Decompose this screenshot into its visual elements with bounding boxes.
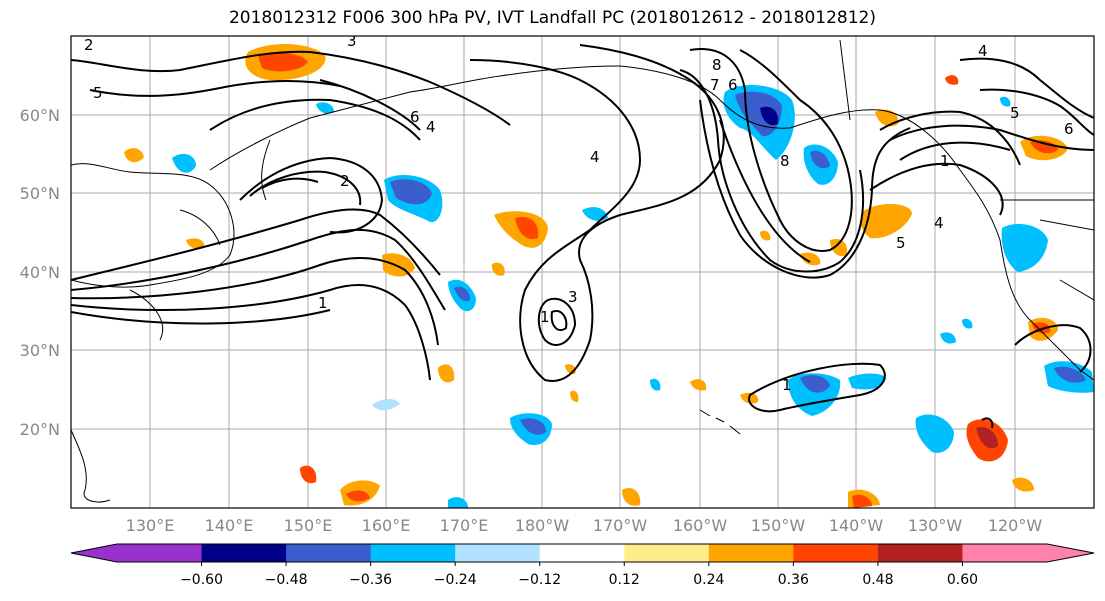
coastlines	[71, 39, 1094, 503]
colorbar-tick-label: 0.24	[693, 572, 724, 588]
contour-label: 4	[590, 148, 600, 166]
lat-label: 40°N	[20, 263, 60, 282]
colorbar-tick-label: −0.48	[265, 572, 308, 588]
colorbar-segments	[71, 544, 1094, 562]
lat-label: 50°N	[20, 184, 60, 203]
contour-label-group: 3 2 5 6 4 2 1 1 3 4 8 7 6 8 5 4 6 1 5 4 …	[84, 32, 1074, 394]
colorbar-tick-label: −0.36	[349, 572, 392, 588]
contour-label: 1	[782, 376, 792, 394]
plot-frame	[70, 35, 1095, 509]
contour-label: 7	[710, 76, 720, 94]
contour-label: 8	[780, 152, 790, 170]
contour-label: 2	[340, 172, 350, 190]
colorbar-tick-label: −0.60	[180, 572, 223, 588]
colorbar-extend-low	[71, 544, 117, 562]
contour-label: 4	[978, 42, 988, 60]
lon-label: 130°E	[126, 516, 175, 535]
lat-label: 20°N	[20, 420, 60, 439]
colorbar-extend-high	[1047, 544, 1094, 562]
lon-label: 170°E	[440, 516, 489, 535]
lon-label: 160°W	[673, 516, 728, 535]
contour-label: 5	[896, 234, 906, 252]
map-title: 2018012312 F006 300 hPa PV, IVT Landfall…	[228, 8, 876, 28]
lon-label: 140°E	[205, 516, 254, 535]
contour-label: 6	[1064, 120, 1074, 138]
contour-label: 6	[410, 108, 420, 126]
colorbar-segment	[793, 544, 879, 562]
contour-label: 3	[347, 32, 357, 50]
lat-axis: 60°N 50°N 40°N 30°N 20°N	[20, 106, 60, 439]
lon-label: 150°E	[284, 516, 333, 535]
contour-label: 8	[712, 56, 722, 74]
colorbar-tick-label: 0.48	[862, 572, 893, 588]
colorbar: −0.60 −0.48 −0.36 −0.24 −0.12 0.12 0.24 0.36 0.4…	[70, 543, 1095, 588]
contour-label: 2	[84, 36, 94, 54]
colorbar-segment	[962, 544, 1048, 562]
lat-label: 30°N	[20, 341, 60, 360]
contour-label: 4	[934, 214, 944, 232]
colorbar-outline	[70, 543, 1095, 563]
colorbar-segment	[539, 544, 625, 562]
lat-label: 60°N	[20, 106, 60, 125]
colorbar-segment	[286, 544, 372, 562]
colorbar-segment	[455, 544, 541, 562]
lon-label: 170°W	[593, 516, 648, 535]
lon-label: 160°E	[362, 516, 411, 535]
contour-label: 6	[728, 76, 738, 94]
lon-label: 150°W	[751, 516, 806, 535]
colorbar-segment	[708, 544, 794, 562]
colorbar-segment	[370, 544, 456, 562]
colorbar-tick-label: −0.12	[518, 572, 561, 588]
colorbar-segment	[877, 544, 963, 562]
colorbar-segment	[117, 544, 203, 562]
colorbar-tick-label: 0.60	[947, 572, 978, 588]
lon-label: 140°W	[829, 516, 884, 535]
contour-label: 1	[940, 152, 950, 170]
contour-label: 4	[426, 118, 436, 136]
colorbar-segment	[624, 544, 710, 562]
colorbar-ticks: −0.60 −0.48 −0.36 −0.24 −0.12 0.12 0.24 0.36 0.4…	[180, 562, 978, 588]
pv-contours	[71, 44, 1094, 429]
contour-label: 1	[318, 294, 328, 312]
contour-label: 5	[93, 84, 103, 102]
contour-label: 1	[540, 308, 550, 326]
lon-axis: 130°E 140°E 150°E 160°E 170°E 180°W 170°…	[126, 516, 1043, 535]
lon-label: 120°W	[988, 516, 1043, 535]
contour-label: 3	[568, 288, 578, 306]
colorbar-segment	[201, 544, 287, 562]
colorbar-tick-label: 0.12	[609, 572, 640, 588]
colorbar-tick-label: −0.24	[434, 572, 477, 588]
contour-label: 5	[1010, 104, 1020, 122]
lon-label: 180°W	[515, 516, 570, 535]
colorbar-tick-label: 0.36	[778, 572, 809, 588]
lon-label: 130°W	[908, 516, 963, 535]
